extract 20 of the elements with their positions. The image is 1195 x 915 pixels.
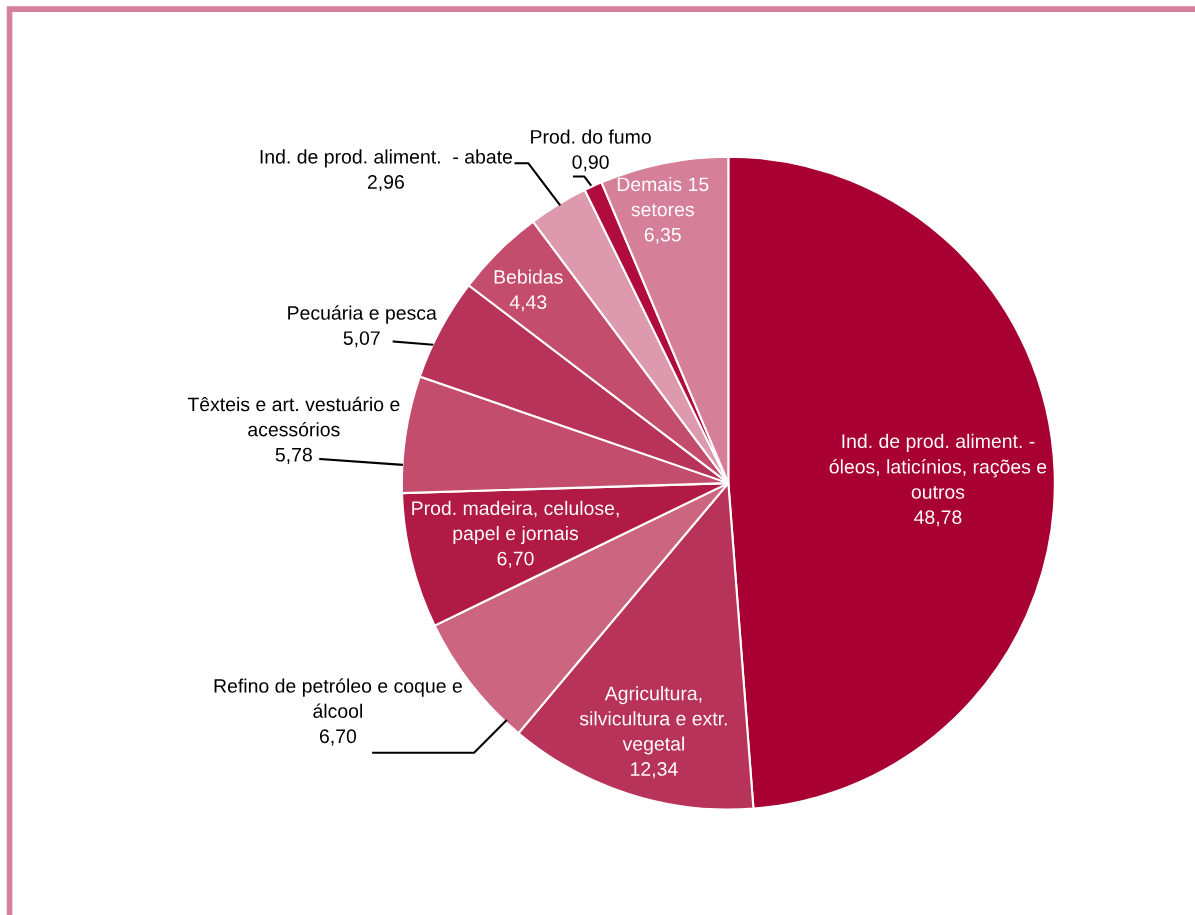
data-label: 5,78 — [275, 447, 312, 464]
slice-label: Pecuária e pesca — [288, 305, 437, 324]
slice-label: Bebidas — [494, 269, 563, 284]
slice-label: Agricultura, silvicultura e extr. vegetal — [579, 686, 727, 755]
slice-label: Prod. do fumo — [531, 129, 651, 144]
slice-label: Ind. de prod. aliment. - abate — [260, 149, 513, 168]
data-label: 6,70 — [497, 551, 534, 568]
slice-label: Prod. madeira, celulose, papel e jornais — [412, 500, 619, 545]
data-label: 6,70 — [319, 729, 357, 746]
data-label: 0,90 — [572, 155, 609, 172]
data-label: 4,43 — [509, 295, 547, 312]
data-label: 5,07 — [343, 331, 380, 348]
data-label: 12,34 — [631, 762, 678, 779]
data-label: 6,35 — [644, 227, 681, 244]
data-label: 2,96 — [367, 175, 404, 192]
data-label: 48,78 — [914, 510, 962, 527]
slice-label: Demais 15 setores — [617, 176, 709, 217]
slice-label: Têxteis e art. vestuário e acessórios — [187, 396, 400, 437]
slice-label: Refino de petróleo e coque e álcool — [214, 678, 462, 718]
slice-label: Ind. de prod. aliment. - óleos, laticínios, rações e outros — [829, 433, 1047, 499]
